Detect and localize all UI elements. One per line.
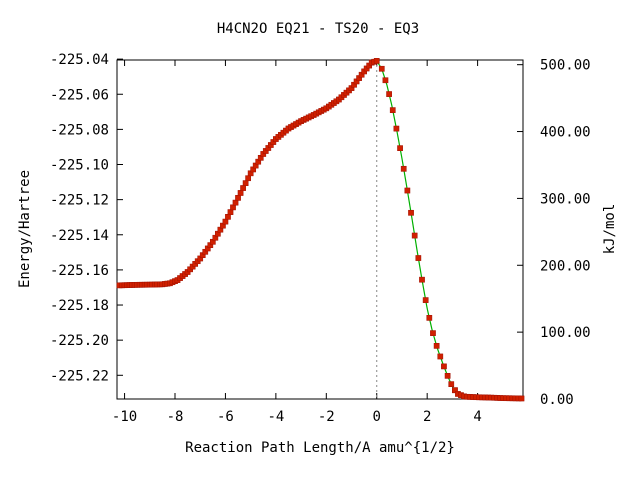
x-axis-ticks: -10 -8 -6 -4 -2 0 2 4 bbox=[112, 60, 482, 425]
x-tick-label: -2 bbox=[318, 409, 335, 425]
y-tick-label: -225.12 bbox=[50, 193, 109, 209]
data-point bbox=[228, 210, 233, 215]
x-tick-label: -6 bbox=[217, 409, 234, 425]
data-point bbox=[394, 126, 399, 131]
data-point bbox=[383, 78, 388, 83]
x-axis-label: Reaction Path Length/A amu^{1/2} bbox=[185, 440, 455, 456]
x-tick-label: -4 bbox=[267, 409, 284, 425]
data-point bbox=[233, 200, 238, 205]
x-tick-label: -10 bbox=[112, 409, 137, 425]
y2-tick-label: 400.00 bbox=[540, 125, 591, 141]
data-point-markers bbox=[117, 58, 524, 401]
reaction-path-chart: H4CN2O EQ21 - TS20 - EQ3 -10 -8 -6 -4 -2 0 2 4 … bbox=[0, 0, 640, 480]
y2-tick-label: 500.00 bbox=[540, 58, 591, 74]
data-point bbox=[416, 255, 421, 260]
y2-tick-label: 300.00 bbox=[540, 191, 591, 207]
y-axis-ticks: -225.04 -225.06 -225.08 -225.10 -225.12 -225.… bbox=[50, 52, 123, 384]
y-tick-label: -225.20 bbox=[50, 333, 109, 349]
data-point bbox=[449, 382, 454, 387]
y-tick-label: -225.04 bbox=[50, 52, 109, 68]
data-point bbox=[246, 176, 251, 181]
y-tick-label: -225.10 bbox=[50, 158, 109, 174]
y2-tick-label: 0.00 bbox=[540, 392, 574, 408]
y-tick-label: -225.14 bbox=[50, 228, 109, 244]
y-tick-label: -225.22 bbox=[50, 368, 109, 384]
chart-title: H4CN2O EQ21 - TS20 - EQ3 bbox=[217, 21, 419, 37]
data-point bbox=[387, 91, 392, 96]
data-point bbox=[408, 210, 413, 215]
data-point bbox=[374, 58, 379, 63]
data-point bbox=[230, 205, 235, 210]
y-axis-label: Energy/Hartree bbox=[17, 170, 33, 288]
y2-axis-label: kJ/mol bbox=[602, 204, 618, 255]
y2-tick-label: 200.00 bbox=[540, 258, 591, 274]
data-point bbox=[390, 108, 395, 113]
y2-axis-ticks: 0.00 100.00 200.00 300.00 400.00 500.00 bbox=[517, 58, 591, 408]
x-tick-label: -8 bbox=[167, 409, 184, 425]
data-point bbox=[519, 396, 524, 401]
data-point bbox=[225, 214, 230, 219]
y2-tick-label: 100.00 bbox=[540, 325, 591, 341]
data-point bbox=[223, 219, 228, 224]
x-tick-label: 4 bbox=[473, 409, 481, 425]
data-point bbox=[419, 277, 424, 282]
data-point bbox=[423, 298, 428, 303]
y-tick-label: -225.16 bbox=[50, 263, 109, 279]
x-tick-label: 0 bbox=[373, 409, 381, 425]
data-point bbox=[430, 331, 435, 336]
data-point bbox=[412, 233, 417, 238]
y-tick-label: -225.08 bbox=[50, 122, 109, 138]
data-point bbox=[235, 195, 240, 200]
data-point bbox=[240, 185, 245, 190]
data-point bbox=[401, 166, 406, 171]
data-point bbox=[445, 373, 450, 378]
curve-right-branch bbox=[377, 61, 522, 399]
data-point bbox=[441, 364, 446, 369]
x-tick-label: 2 bbox=[423, 409, 431, 425]
data-point bbox=[405, 188, 410, 193]
data-point bbox=[397, 146, 402, 151]
data-point bbox=[379, 66, 384, 71]
y-tick-label: -225.06 bbox=[50, 87, 109, 103]
data-point bbox=[243, 181, 248, 186]
data-point bbox=[427, 315, 432, 320]
data-point bbox=[438, 354, 443, 359]
data-point bbox=[238, 190, 243, 195]
data-point bbox=[434, 343, 439, 348]
y-tick-label: -225.18 bbox=[50, 298, 109, 314]
